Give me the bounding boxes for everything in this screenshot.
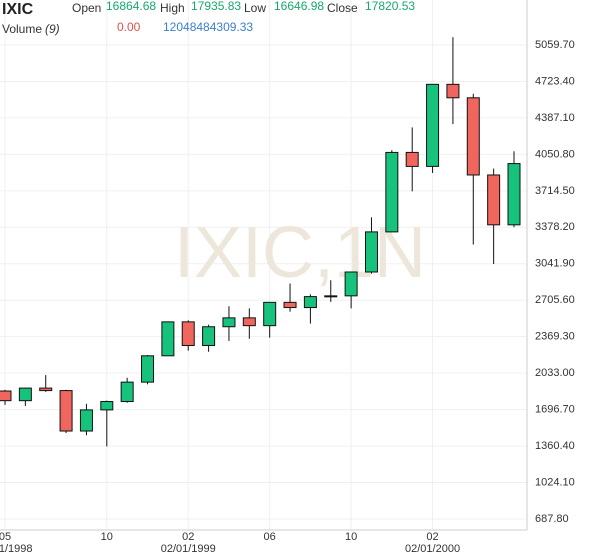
y-tick-label: 3041.90: [535, 258, 575, 270]
close-label: Close: [327, 1, 358, 15]
low-label: Low: [244, 1, 266, 15]
candle-body: [507, 163, 521, 226]
y-tick-label: 1696.70: [535, 403, 575, 415]
y-tick-label: 3378.20: [535, 221, 575, 233]
y-tick-label: 4050.80: [535, 148, 575, 160]
candle-body: [18, 387, 32, 402]
candle-body: [0, 390, 12, 402]
y-tick-label: 2033.00: [535, 367, 575, 379]
x-date-label: 02/01/1999: [161, 543, 216, 555]
y-tick-label: 4723.40: [535, 75, 575, 87]
volume-value: 0.00: [117, 20, 141, 34]
candle-body: [161, 321, 175, 357]
candle-body: [344, 271, 358, 297]
y-tick-label: 3714.50: [535, 185, 575, 197]
candle-body: [263, 301, 277, 327]
y-tick-label: 4387.10: [535, 112, 575, 124]
candle-body: [181, 321, 195, 346]
candle-body: [364, 231, 378, 273]
y-tick-label: 1360.40: [535, 440, 575, 452]
candle-body: [79, 409, 93, 432]
high-value: 17935.83: [191, 0, 241, 13]
y-tick-label: 2705.60: [535, 294, 575, 306]
candle-body: [141, 355, 155, 383]
candle-body: [446, 83, 460, 99]
x-tick-label: 02: [426, 531, 438, 543]
candle-body: [303, 296, 317, 309]
high-label: High: [160, 1, 185, 15]
candle-body: [100, 401, 114, 411]
x-tick-label: 10: [345, 531, 357, 543]
x-date-label: 05/01/1998: [0, 543, 33, 555]
candle-body: [487, 174, 501, 226]
candle-body: [59, 390, 73, 432]
candle-body: [466, 97, 480, 176]
y-tick-label: 1024.10: [535, 476, 575, 488]
candle-body: [283, 301, 297, 309]
volume-value: 12048484309.33: [163, 20, 253, 34]
volume-param: (9): [45, 22, 60, 36]
y-tick-label: 687.80: [535, 513, 569, 525]
candle-body: [202, 326, 216, 346]
close-value: 17820.53: [365, 0, 415, 13]
x-tick-label: 06: [264, 531, 276, 543]
candle-body: [405, 151, 419, 167]
x-tick-label: 05: [0, 531, 11, 543]
candle-body: [385, 151, 399, 233]
x-date-label: 02/01/2000: [405, 543, 460, 555]
candle-body: [324, 295, 338, 298]
candle-body: [426, 83, 440, 167]
y-tick-label: 5059.70: [535, 39, 575, 51]
y-tick-label: 2369.30: [535, 331, 575, 343]
open-label: Open: [72, 1, 101, 15]
volume-label: Volume: [2, 22, 42, 36]
candle-body: [120, 381, 134, 403]
watermark: IXIC,1N: [174, 213, 426, 293]
x-tick-label: 10: [101, 531, 113, 543]
candle-body: [39, 387, 53, 392]
open-value: 16864.68: [106, 0, 156, 13]
low-value: 16646.98: [274, 0, 324, 13]
candle-body: [242, 317, 256, 327]
symbol: IXIC: [2, 1, 34, 18]
candle-body: [222, 317, 236, 328]
x-tick-label: 02: [182, 531, 194, 543]
